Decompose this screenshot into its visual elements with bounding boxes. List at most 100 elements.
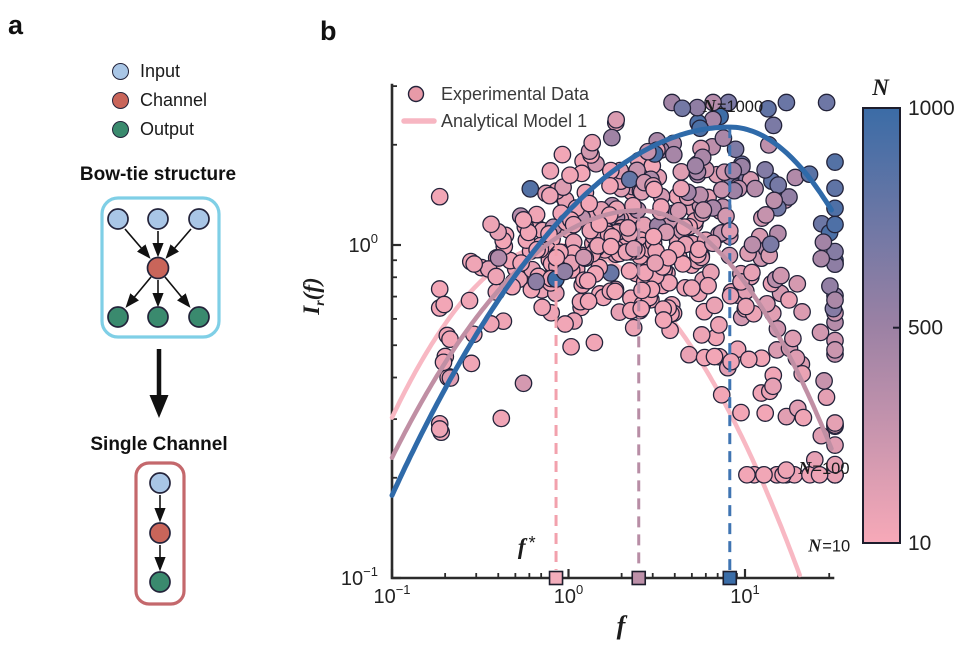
- y-tick-label: 100: [349, 231, 378, 257]
- data-point: [585, 333, 604, 352]
- data-point: [460, 291, 479, 310]
- channel-node-icon: [149, 522, 171, 544]
- data-point: [826, 153, 844, 171]
- colorbar: N 1000 500 10: [862, 75, 955, 555]
- data-point: [430, 187, 449, 206]
- input-node-icon: [112, 63, 129, 80]
- data-point: [514, 374, 533, 393]
- model-curve-N=1000: [389, 124, 834, 498]
- data-point: [756, 404, 775, 422]
- data-point: [561, 166, 579, 185]
- data-point: [712, 180, 731, 199]
- data-point: [743, 263, 761, 282]
- data-point: [646, 254, 665, 272]
- data-point: [739, 350, 758, 369]
- annotation-f: f *: [518, 533, 536, 559]
- data-point: [694, 201, 713, 219]
- data-point: [541, 186, 559, 205]
- data-point: [704, 93, 722, 112]
- data-point: [692, 326, 711, 344]
- data-point: [607, 110, 626, 129]
- data-point: [699, 276, 717, 295]
- data-point: [826, 455, 844, 474]
- data-point: [606, 282, 624, 301]
- legend-label: Analytical Model 1: [441, 111, 587, 131]
- data-point: [726, 140, 745, 159]
- data-point: [756, 206, 775, 224]
- output-node-icon: [188, 306, 210, 328]
- data-point: [761, 235, 780, 254]
- data-point: [710, 316, 728, 334]
- data-point: [717, 207, 735, 226]
- data-point: [579, 292, 598, 311]
- x-tick-label: 100: [554, 582, 583, 608]
- data-point: [430, 420, 449, 438]
- legend-row-channel: Channel: [112, 86, 207, 115]
- data-point: [521, 180, 540, 198]
- data-point: [784, 329, 802, 348]
- model-curve-N=100: [389, 208, 834, 460]
- data-point: [777, 461, 796, 479]
- data-point: [620, 262, 639, 280]
- data-point: [620, 170, 639, 189]
- data-point: [755, 465, 773, 484]
- colorbar-tick-label: 500: [908, 317, 943, 340]
- legend-label-input: Input: [140, 61, 181, 81]
- data-point: [556, 315, 574, 333]
- data-point: [769, 176, 788, 194]
- annotations: N=1000 N=100 N=10 f *: [518, 96, 850, 559]
- data-point: [732, 403, 750, 422]
- colorbar-tick-label: 1000: [908, 97, 955, 120]
- experimental-data-points: [430, 93, 844, 484]
- colorbar-tick-label: 10: [908, 532, 931, 555]
- x-tick-label: 10−1: [373, 582, 410, 608]
- data-point: [489, 249, 508, 267]
- panel-b-label: b: [320, 16, 337, 46]
- peak-markers: [548, 570, 738, 586]
- data-point: [765, 191, 784, 210]
- curves-over: [389, 124, 834, 498]
- data-point: [435, 295, 454, 314]
- data-point: [673, 99, 692, 118]
- data-point: [654, 311, 673, 329]
- data-point: [601, 176, 619, 195]
- data-point: [580, 194, 599, 213]
- data-point: [492, 409, 511, 428]
- single-channel-diagram: [134, 461, 186, 606]
- data-point: [682, 279, 701, 297]
- legend-label: Experimental Data: [441, 84, 590, 104]
- y-tick-label: 10−1: [341, 564, 378, 590]
- data-point: [645, 180, 664, 199]
- annotation-N100: N=100: [797, 458, 849, 478]
- data-point: [826, 414, 844, 432]
- annotation-N1000: N=1000: [702, 96, 763, 116]
- data-point: [430, 280, 449, 298]
- data-point: [764, 116, 783, 135]
- transform-arrow: [149, 349, 169, 418]
- output-node-icon: [147, 306, 169, 328]
- data-point: [743, 235, 762, 254]
- data-point: [664, 145, 683, 164]
- data-point: [746, 179, 764, 198]
- data-point: [714, 129, 733, 147]
- data-point: [764, 377, 782, 396]
- data-point: [811, 323, 830, 342]
- data-point: [817, 388, 836, 407]
- single-channel-nodes: [149, 472, 171, 593]
- data-point: [465, 255, 484, 273]
- colorbar-title: N: [871, 75, 890, 100]
- data-point: [705, 347, 724, 366]
- data-point: [815, 372, 833, 390]
- data-point: [793, 303, 811, 321]
- data-point: [514, 211, 533, 229]
- peak-square-N=100: [631, 570, 647, 586]
- data-point: [756, 161, 774, 179]
- output-node-icon: [112, 121, 129, 138]
- data-point: [686, 156, 705, 175]
- data-point: [644, 227, 663, 246]
- channel-node-icon: [112, 92, 129, 109]
- x-axis-label: f: [617, 611, 628, 640]
- input-node-icon: [107, 208, 129, 230]
- data-point: [712, 385, 731, 404]
